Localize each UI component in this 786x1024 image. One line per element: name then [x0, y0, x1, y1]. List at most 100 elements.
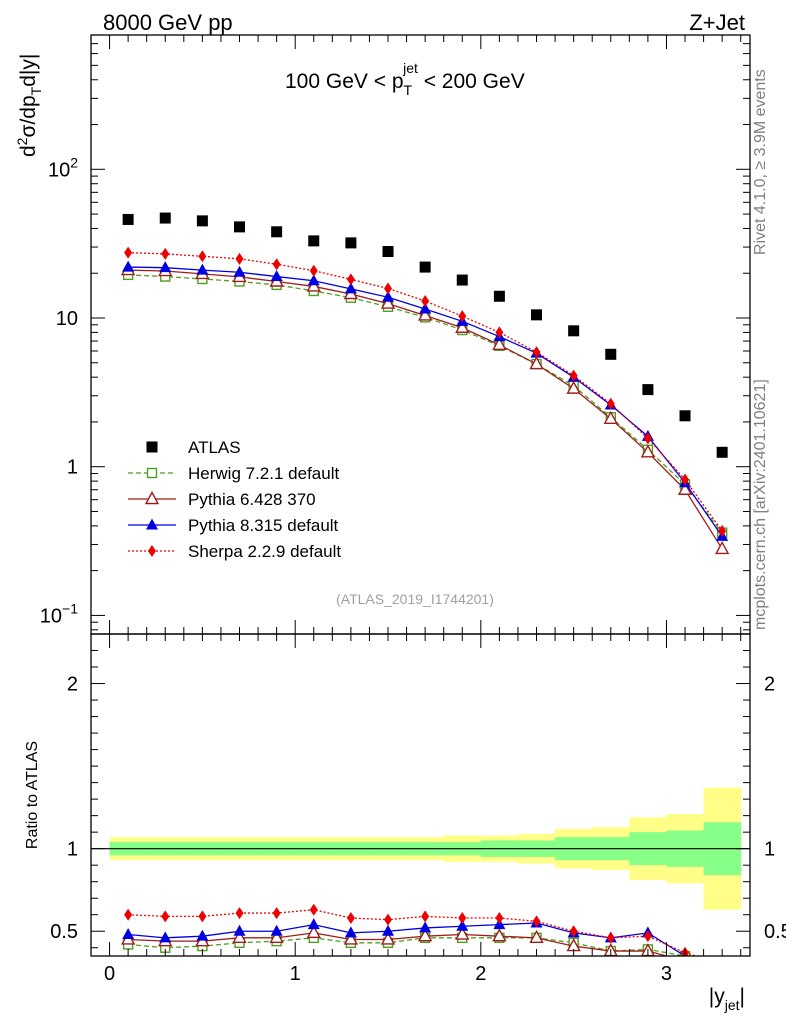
- data-point-sherpa: [718, 524, 727, 537]
- data-point-atlas: [716, 446, 728, 458]
- legend-label-sherpa: Sherpa 2.2.9 default: [188, 542, 341, 561]
- ratio-point-sherpa: [198, 910, 207, 923]
- data-point-pythia8: [307, 274, 320, 286]
- series-line-herwig: [128, 274, 723, 534]
- data-point-atlas: [419, 261, 431, 273]
- legend-label-atlas: ATLAS: [188, 438, 241, 457]
- data-point-sherpa: [198, 250, 207, 263]
- legend-marker-herwig: [146, 467, 158, 479]
- data-point-pythia8: [196, 263, 209, 275]
- data-point-atlas: [234, 221, 246, 233]
- ratio-point-pythia8: [159, 931, 172, 943]
- data-point-sherpa: [272, 258, 281, 271]
- data-point-pythia6: [417, 307, 433, 321]
- legend-marker-sherpa: [148, 545, 156, 557]
- data-point-atlas: [271, 226, 283, 238]
- data-point-pythia8: [382, 290, 395, 302]
- ratio-point-pythia8: [233, 924, 246, 936]
- x-tick-label: 3: [661, 963, 672, 985]
- ratio-point-sherpa: [718, 958, 726, 970]
- data-point-atlas: [345, 237, 357, 249]
- series-line-sherpa: [128, 252, 723, 532]
- ratio-y-tick-label-right: 0.5: [764, 921, 786, 943]
- ratio-plot-area: [91, 787, 750, 982]
- ratio-point-sherpa: [458, 912, 467, 925]
- data-point-pythia8: [270, 270, 283, 282]
- ratio-point-pythia8: [716, 963, 728, 974]
- ratio-point-sherpa: [606, 931, 615, 944]
- ratio-point-pythia8: [307, 918, 320, 930]
- data-point-atlas: [493, 290, 505, 302]
- ratio-point-pythia8: [419, 921, 432, 933]
- process-label: Z+Jet: [689, 10, 745, 35]
- title-superscript: jet: [402, 60, 418, 76]
- ylabel-sigma: σ/dp: [17, 95, 40, 137]
- data-point-sherpa: [606, 397, 615, 410]
- data-point-sherpa: [458, 310, 467, 323]
- ratio-y-tick-label-right: 1: [764, 839, 775, 861]
- data-point-sherpa: [532, 346, 541, 359]
- ratio-point-pythia6: [306, 924, 321, 939]
- title-prefix: 100 GeV < p: [285, 70, 404, 93]
- ratio-point-sherpa: [161, 910, 170, 923]
- ratio-point-pythia6: [380, 931, 396, 945]
- data-point-sherpa: [681, 473, 690, 486]
- data-point-atlas: [382, 246, 394, 258]
- ratio-y-axis-label: Ratio to ATLAS: [24, 741, 41, 849]
- y-tick-label: 10: [56, 308, 78, 330]
- data-point-pythia6: [714, 540, 730, 555]
- ratio-point-pythia6: [716, 971, 728, 982]
- data-point-sherpa: [384, 282, 393, 295]
- y-tick-label-base: 10: [40, 605, 62, 627]
- ratio-point-pythia6: [529, 929, 544, 944]
- y-tick-label-base: 1: [67, 457, 78, 479]
- data-point-sherpa: [124, 246, 133, 259]
- legend-label-herwig: Herwig 7.2.1 default: [188, 464, 339, 483]
- ratio-panel: 0.5 0.5 1 1 2 2 0 1 2 3 Ratio to ATLAS |yjet|: [24, 633, 786, 1013]
- ratio-point-sherpa: [495, 912, 504, 925]
- energy-label: 8000 GeV pp: [103, 10, 233, 35]
- data-point-atlas: [122, 213, 134, 225]
- data-point-atlas: [568, 325, 580, 337]
- legend-label-pythia8: Pythia 8.315 default: [188, 516, 339, 535]
- legend-marker-pythia8: [146, 518, 158, 530]
- ratio-point-sherpa: [643, 930, 652, 943]
- data-point-pythia8: [233, 265, 246, 277]
- data-point-pythia6: [640, 444, 656, 458]
- x-tick-label: 1: [290, 963, 301, 985]
- ratio-point-sherpa: [124, 908, 133, 921]
- ratio-point-pythia8: [270, 924, 283, 936]
- plot-title: 100 GeV < pTjet < 200 GeV: [285, 60, 525, 98]
- analysis-id-annotation: (ATLAS_2019_I1744201): [336, 591, 494, 607]
- data-point-pythia8: [419, 302, 432, 314]
- ratio-point-sherpa: [532, 915, 541, 928]
- data-point-sherpa: [161, 247, 170, 260]
- ratio-point-herwig: [718, 961, 727, 970]
- ratio-point-sherpa: [384, 913, 393, 926]
- main-plot-area: [120, 212, 730, 555]
- data-point-atlas: [159, 212, 171, 224]
- data-point-atlas: [308, 235, 320, 247]
- data-point-sherpa: [235, 252, 244, 265]
- data-point-pythia6: [529, 356, 544, 370]
- x-tick-label: 0: [104, 963, 115, 985]
- ratio-point-sherpa: [272, 907, 281, 920]
- legend: ATLAS Herwig 7.2.1 default Pythia 6.428 37…: [128, 438, 341, 561]
- y-tick-label: 102: [48, 154, 78, 181]
- data-point-sherpa: [569, 369, 578, 382]
- data-point-atlas: [605, 348, 617, 360]
- data-point-sherpa: [643, 432, 652, 445]
- data-point-pythia6: [566, 380, 581, 394]
- data-point-sherpa: [495, 326, 504, 339]
- legend-marker-pythia6: [144, 491, 160, 505]
- xlabel-sub: jet: [724, 997, 740, 1013]
- data-point-atlas: [531, 309, 543, 321]
- y-tick-label-exponent: 2: [70, 154, 78, 170]
- x-axis-label: |yjet|: [709, 985, 745, 1013]
- y-tick-label-exponent: −1: [62, 600, 78, 616]
- ratio-point-pythia6: [232, 929, 247, 944]
- ratio-point-pythia8: [122, 928, 135, 940]
